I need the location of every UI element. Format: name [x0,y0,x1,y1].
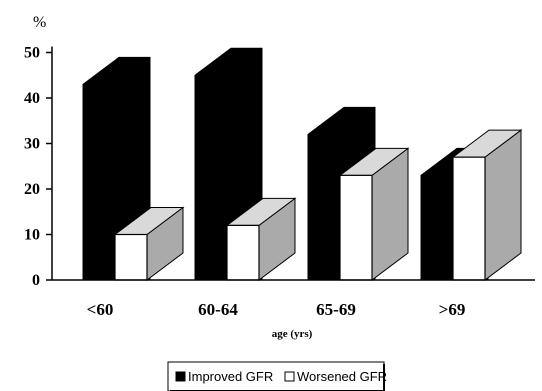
x-tick-label: <60 [87,300,114,319]
x-tick-label: 65-69 [316,300,356,319]
y-tick-label: 20 [24,181,40,198]
bar-worsened-gfr [226,224,260,281]
y-tick-label: 0 [32,272,40,289]
bars [82,47,523,281]
x-axis: <60 60-64 65-69 >69 age (yrs) [52,279,535,340]
y-tick-label: 50 [24,45,40,62]
y-tick-label: 40 [24,90,40,107]
legend: Improved GFR Worsened GFR [167,361,387,391]
y-axis: 0 10 20 30 40 50% [24,14,53,289]
legend-label-improved-gfr: Improved GFR [188,369,273,384]
y-tick-label: 10 [24,227,40,244]
legend-label-worsened-gfr: Worsened GFR [297,369,387,384]
y-axis-title: % [33,14,46,31]
legend-swatch-worsened-gfr [284,371,295,382]
bar-worsened-gfr [452,156,486,281]
bar-worsened-gfr [114,233,148,281]
x-axis-title: age (yrs) [272,328,313,340]
x-tick-label: >69 [439,300,466,319]
legend-swatch-improved-gfr [175,371,186,382]
y-tick-label: 30 [24,136,40,153]
legend-box [167,361,385,391]
x-tick-label: 60-64 [198,300,238,319]
bar-worsened-gfr [339,174,373,281]
